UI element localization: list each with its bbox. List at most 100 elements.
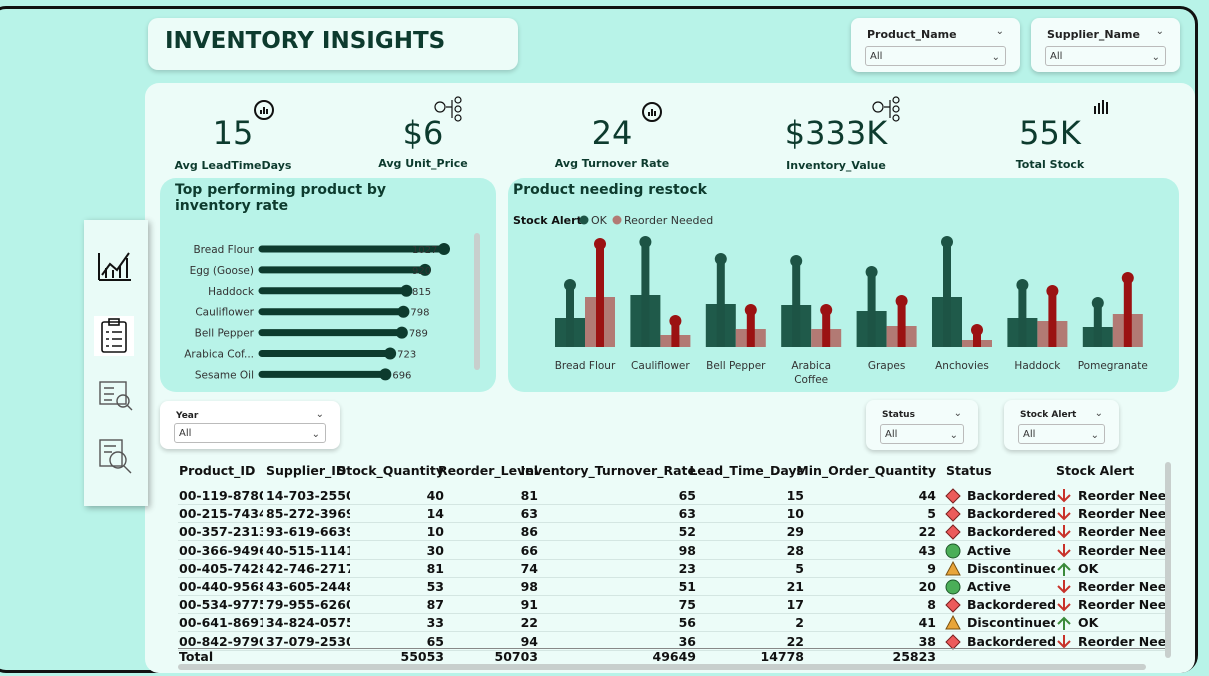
chevron: ⌄ (1151, 52, 1160, 63)
column-header: Inventory_Turnover_Rate (520, 463, 696, 478)
table-cell: 63 (678, 506, 696, 522)
x-tick-label: Anchovies (935, 360, 989, 372)
kpi-value: 55K (1019, 114, 1081, 152)
lollipop-dot (820, 304, 833, 316)
slicer-label: Product_Name (867, 28, 957, 41)
y-tick-label: Haddock (208, 286, 255, 298)
status-icon (1057, 616, 1071, 631)
status-icon (1057, 634, 1071, 649)
table-cell: 34-824-0575 (266, 615, 350, 631)
y-tick-label: Bell Pepper (195, 328, 255, 340)
table-cell: 00-357-2313 (179, 524, 263, 540)
kpi-value: $333K (784, 114, 888, 152)
slicer-label: Year (176, 411, 199, 421)
chart-card (508, 178, 1179, 392)
lollipop-dot (594, 238, 606, 250)
table-cell: 36 (678, 633, 696, 649)
table-cell: 30 (426, 542, 444, 558)
row-separator (178, 595, 1165, 596)
column-header: Product_ID (179, 463, 256, 478)
kpi-label: Avg Unit_Price (378, 157, 468, 170)
total-cell: 25823 (892, 649, 937, 664)
nav-icons (94, 252, 134, 474)
table-cell: 93-619-6639 (266, 524, 350, 540)
y-tick-label: Sesame Oil (195, 369, 254, 381)
table-cell: 40 (426, 488, 444, 503)
lollipop-dot (384, 347, 397, 360)
table-cell: 33 (426, 615, 444, 631)
status-icon (1057, 489, 1071, 503)
lollipop-dot (564, 279, 576, 291)
slicer[interactable]: Status ⌄ All ⌄ (866, 400, 978, 450)
table-cell: 17 (786, 597, 804, 613)
table-cell: 00-215-7434 (179, 506, 263, 522)
status-icon (945, 524, 961, 541)
lollipop-stick (641, 242, 650, 347)
table-cell: Reorder Needed (1078, 597, 1165, 613)
table-cell: 44 (918, 488, 936, 503)
data-label: 723 (397, 350, 416, 361)
lollipop-stick (596, 244, 604, 347)
table-cell: 22 (786, 633, 804, 649)
slicer[interactable]: Stock Alert ⌄ All ⌄ (1004, 400, 1119, 450)
data-label: 815 (412, 287, 431, 298)
table-cell: 5 (927, 506, 936, 522)
slicer-value[interactable]: All (880, 424, 964, 444)
table-cell: 22 (520, 615, 538, 631)
table-cell: 51 (678, 579, 696, 594)
lollipop-stick (1093, 303, 1102, 347)
table-cell: 63 (520, 506, 538, 522)
lollipop-stick (566, 285, 574, 347)
table-cell: 20 (918, 579, 936, 594)
table-cell: OK (1078, 560, 1099, 576)
status-icon (945, 579, 961, 595)
slicer-value[interactable]: All (1018, 424, 1105, 444)
table-cell: 79-955-6260 (266, 597, 350, 613)
table-cell: 38 (918, 633, 936, 649)
table-cell: 00-440-9568 (179, 579, 263, 594)
row-separator (178, 631, 1165, 633)
scrollbar[interactable] (474, 233, 480, 370)
table-cell: 5 (795, 560, 804, 576)
status-icon (945, 560, 961, 576)
table-cell: 9 (927, 560, 936, 576)
table-cell: 28 (786, 542, 804, 558)
kpi-value: $6 (402, 114, 444, 152)
slicer-value[interactable]: All (1045, 46, 1166, 66)
table-cell: 00-641-8691 (179, 615, 263, 631)
table-cell: 43 (918, 542, 936, 558)
y-tick-label: Cauliflower (195, 307, 254, 319)
table-cell: 00-119-8780 (179, 488, 263, 503)
lollipop-dot (379, 368, 392, 381)
h-scrollbar[interactable] (178, 664, 1146, 670)
lollipop-stick (671, 321, 680, 347)
chevron: ⌄ (953, 408, 962, 419)
row-separator (178, 576, 1165, 578)
lollipop-stick (792, 261, 801, 347)
row-separator (178, 649, 1165, 651)
table-cell: 23 (678, 560, 696, 576)
x-tick-label: Pomegranate (1077, 360, 1148, 372)
status-icon (1057, 562, 1071, 576)
chevron: ⌄ (1090, 430, 1099, 441)
slicer[interactable]: Product_Name ⌄ All ⌄ (851, 18, 1020, 72)
lollipop-dot (1091, 297, 1104, 309)
lollipop-dot (1016, 279, 1029, 291)
slicer-value[interactable]: All (865, 46, 1006, 66)
table-cell: 98 (520, 579, 538, 594)
table-cell: Discontinued (967, 560, 1055, 576)
status-icon (945, 543, 961, 559)
row-separator (178, 558, 1165, 560)
total-cell: 50703 (494, 649, 539, 664)
slicer[interactable]: Supplier_Name ⌄ All ⌄ (1031, 18, 1180, 72)
v-scrollbar[interactable] (1165, 462, 1171, 658)
table-cell: 81 (520, 488, 538, 503)
lollipop-stick (1018, 285, 1027, 347)
table-cell: Reorder Needed (1078, 488, 1165, 503)
slicer[interactable]: Year ⌄ All ⌄ (160, 401, 340, 449)
data-label: 789 (409, 329, 428, 340)
title: INVENTORY INSIGHTS (165, 28, 446, 54)
slicer-value[interactable]: All (174, 423, 326, 443)
